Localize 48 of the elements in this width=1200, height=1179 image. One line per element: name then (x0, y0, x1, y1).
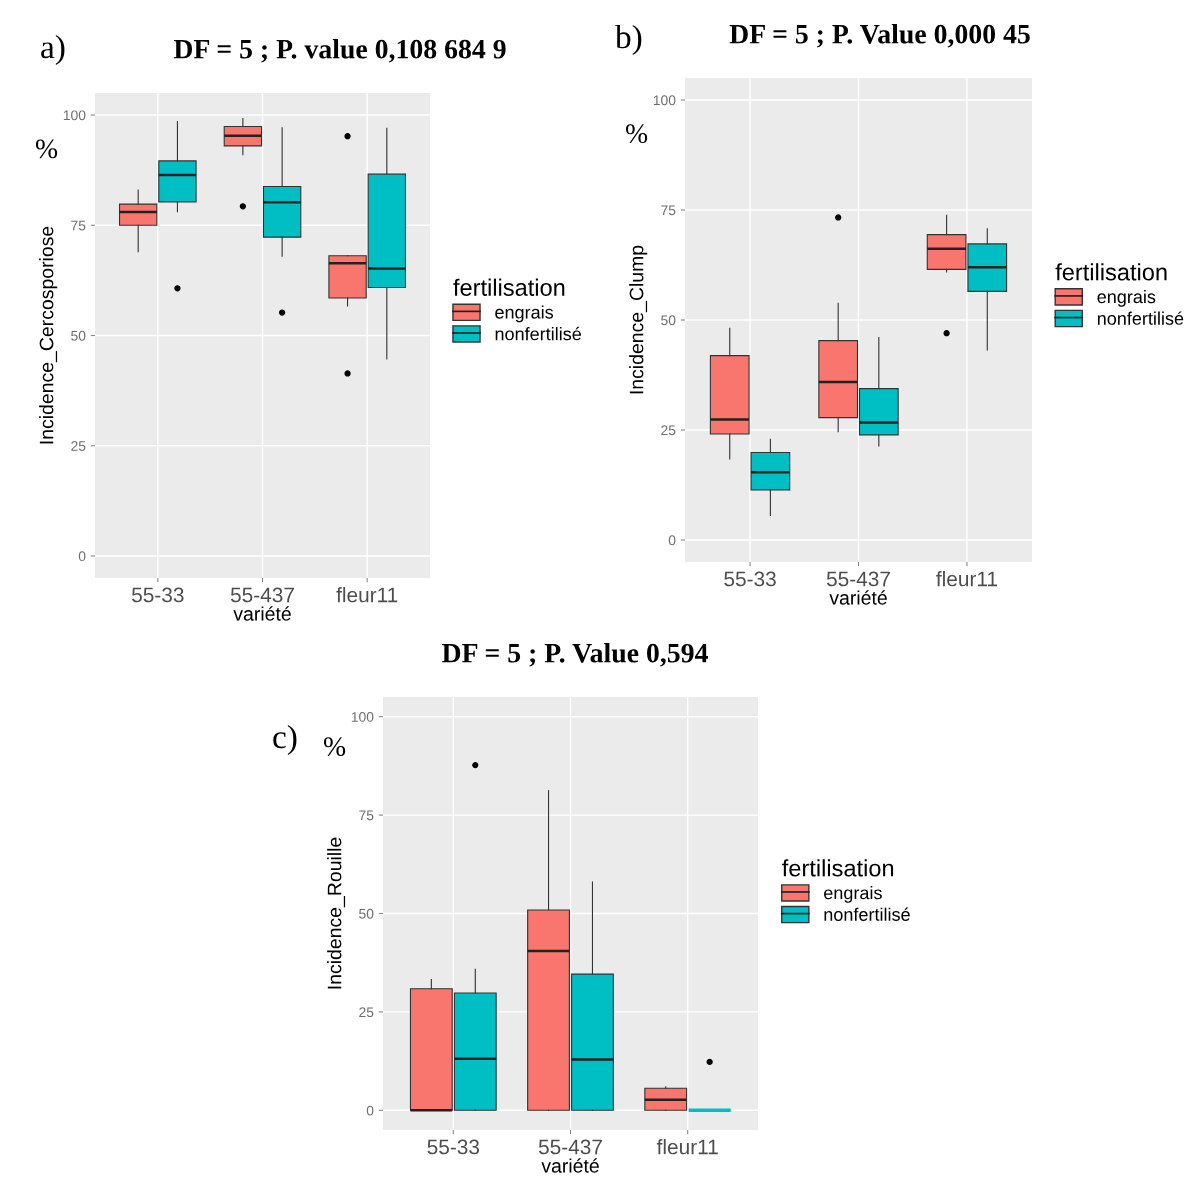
chart-title: DF = 5 ; P. value 0,108 684 9 (173, 39, 506, 63)
x-tick-label: 55-437 (826, 571, 890, 587)
y-axis-title: Incidence_Rouille (327, 837, 346, 989)
legend-title: fertilisation (1055, 263, 1167, 281)
y-tick-label: 100 (63, 110, 86, 121)
text: % (625, 124, 648, 144)
y-tick-label: 25 (71, 441, 86, 451)
y-tick-label: 0 (366, 1105, 374, 1116)
x-tick-label: 55-437 (230, 587, 294, 603)
x-tick-label: fleur11 (336, 587, 398, 603)
x-tick-label: 55-33 (427, 1139, 480, 1155)
y-tick-label: 75 (359, 810, 374, 821)
y-tick-label: 25 (661, 425, 676, 436)
y-tick-label: 100 (351, 712, 374, 722)
chart-title: DF = 5 ; P. Value 0,000 45 (729, 24, 1030, 48)
text: b) (615, 24, 642, 56)
y-tick-label: 50 (661, 315, 676, 326)
y-axis-title: Incidence_Cercosporiose (39, 226, 58, 444)
legend-label: nonfertilisé (1097, 311, 1184, 325)
x-tick-label: fleur11 (656, 1139, 718, 1155)
x-tick-label: fleur11 (936, 571, 998, 587)
x-tick-label: 55-33 (132, 587, 184, 603)
x-tick-label: 55-437 (538, 1139, 602, 1155)
y-tick-label: 75 (71, 220, 86, 231)
text: % (323, 737, 346, 756)
legend-label: nonfertilisé (495, 326, 581, 341)
legend-title: fertilisation (453, 278, 565, 296)
y-tick-label: 0 (668, 535, 676, 546)
y-axis-title: Incidence_Clump (629, 245, 648, 394)
y-tick-label: 75 (661, 205, 676, 216)
chart-title: DF = 5 ; P. Value 0,594 (442, 643, 708, 667)
legend-label: engrais (495, 305, 554, 323)
text: a) (41, 34, 65, 66)
y-tick-label: 25 (359, 1007, 374, 1018)
text: c) (273, 724, 297, 756)
legend-label: nonfertilisé (824, 907, 910, 921)
text: % (35, 139, 58, 159)
legend-label: engrais (1097, 289, 1156, 307)
y-tick-label: 100 (653, 95, 676, 106)
legend-title: fertilisation (782, 859, 894, 877)
y-tick-label: 0 (78, 551, 86, 562)
x-tick-label: 55-33 (724, 571, 776, 587)
x-axis-title: variété (829, 590, 887, 605)
y-tick-label: 50 (359, 908, 374, 919)
y-tick-label: 50 (71, 330, 86, 341)
x-axis-title: variété (233, 606, 291, 621)
legend-label: engrais (824, 886, 882, 903)
x-axis-title: variété (541, 1158, 599, 1173)
